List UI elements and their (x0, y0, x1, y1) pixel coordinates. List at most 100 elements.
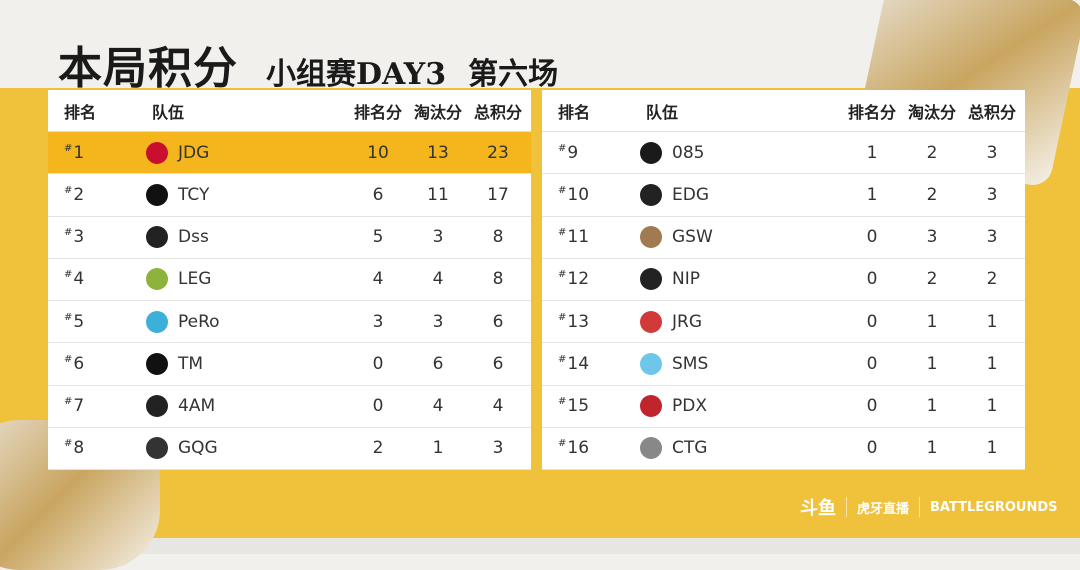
kill-points: 3 (432, 227, 444, 248)
placement-points: 0 (866, 353, 878, 374)
table-row: #3 Dss 5 3 8 (48, 217, 531, 259)
total-points: 4 (492, 396, 504, 417)
team-logo-icon (142, 351, 172, 377)
placement-points: 0 (866, 396, 878, 417)
header-team: 队伍 (152, 102, 185, 122)
team-name: 4AM (178, 396, 216, 417)
total-points: 8 (492, 227, 504, 248)
sponsor-logos: 斗鱼 虎牙直播 BATTLEGROUNDS (800, 494, 1058, 520)
team-name: PeRo (178, 311, 220, 332)
table-row: #10 EDG 1 2 3 (542, 174, 1025, 217)
team-logo-icon (636, 140, 666, 166)
douyu-logo: 斗鱼 (800, 498, 836, 519)
rank-value: 10 (567, 184, 590, 205)
table-row: #9 085 1 2 3 (542, 132, 1025, 175)
kill-points: 3 (926, 227, 938, 248)
header-placement: 排名分 (847, 102, 896, 122)
team-name: PDX (672, 396, 707, 417)
placement-points: 0 (866, 438, 878, 459)
total-points: 3 (986, 227, 998, 248)
team-name: SMS (672, 353, 709, 374)
background-strip (0, 538, 1080, 554)
standings-left: 排名 队伍 排名分 淘汰分 总积分 #1 JDG 10 13 23 #2 TCY… (48, 90, 531, 470)
table-row: #2 TCY 6 11 17 (48, 174, 531, 217)
placement-points: 0 (372, 396, 384, 417)
kill-points: 4 (432, 396, 444, 417)
placement-points: 5 (372, 227, 384, 248)
rank: #2 (64, 184, 85, 205)
rank: #1 (64, 142, 85, 163)
team-logo-icon (636, 309, 666, 335)
placement-points: 3 (372, 311, 384, 332)
table-row: #12 NIP 0 2 2 (542, 259, 1025, 301)
team-logo-icon (636, 351, 666, 377)
divider (846, 497, 847, 517)
total-points: 6 (492, 311, 504, 332)
total-points: 1 (986, 396, 998, 417)
rank-value: 14 (567, 353, 590, 374)
rank: #15 (558, 396, 590, 417)
total-points: 6 (492, 353, 504, 374)
placement-points: 6 (372, 184, 384, 205)
table-row: #15 PDX 0 1 1 (542, 386, 1025, 428)
team-name: NIP (672, 269, 700, 290)
header-kills: 淘汰分 (413, 102, 462, 122)
placement-points: 0 (866, 269, 878, 290)
total-points: 2 (986, 269, 998, 290)
rank-value: 9 (567, 142, 579, 163)
team-name: TCY (178, 184, 210, 205)
rank: #3 (64, 227, 85, 248)
team-logo-icon (636, 266, 666, 292)
rank-value: 2 (73, 184, 85, 205)
placement-points: 2 (372, 438, 384, 459)
rank-value: 4 (73, 269, 85, 290)
team-logo-icon (142, 393, 172, 419)
kill-points: 1 (926, 353, 938, 374)
rank-value: 8 (73, 438, 85, 459)
kill-points: 6 (432, 353, 444, 374)
team-logo-icon (142, 266, 172, 292)
team-logo-icon (636, 224, 666, 250)
rank-value: 12 (567, 269, 590, 290)
kill-points: 1 (926, 438, 938, 459)
table-row: #5 PeRo 3 3 6 (48, 301, 531, 344)
total-points: 8 (492, 269, 504, 290)
team-name: GSW (672, 227, 713, 248)
rank: #6 (64, 353, 85, 374)
placement-points: 1 (866, 184, 878, 205)
header-placement: 排名分 (353, 102, 402, 122)
team-logo-icon (142, 182, 172, 208)
placement-points: 0 (866, 227, 878, 248)
rank-value: 16 (567, 438, 590, 459)
header-kills: 淘汰分 (907, 102, 956, 122)
placement-points: 10 (367, 142, 389, 163)
placement-points: 1 (866, 142, 878, 163)
huya-logo: 虎牙直播 (857, 501, 910, 517)
total-points: 23 (487, 142, 509, 163)
table-row: #8 GQG 2 1 3 (48, 428, 531, 470)
team-name: Dss (178, 227, 209, 248)
team-logo-icon (142, 309, 172, 335)
divider (919, 497, 921, 517)
title-main: 本局积分 (58, 43, 238, 94)
rank: #8 (64, 438, 85, 459)
table-header: 排名 队伍 排名分 淘汰分 总积分 (542, 90, 1025, 132)
title-stage: 小组赛DAY3 (266, 57, 447, 92)
rank: #16 (558, 438, 590, 459)
team-logo-icon (142, 224, 172, 250)
team-name: LEG (178, 269, 212, 290)
header-total: 总积分 (473, 102, 522, 122)
team-name: EDG (672, 184, 710, 205)
placement-points: 0 (372, 353, 384, 374)
kill-points: 3 (432, 311, 444, 332)
table-row: #6 TM 0 6 6 (48, 343, 531, 386)
rank-value: 5 (73, 311, 85, 332)
rank-value: 13 (567, 311, 590, 332)
table-row: #13 JRG 0 1 1 (542, 301, 1025, 344)
pubg-logo: BATTLEGROUNDS (930, 499, 1058, 515)
kill-points: 11 (427, 184, 449, 205)
rank: #11 (558, 227, 590, 248)
page-title: 本局积分 小组赛DAY3 第六场 (58, 32, 558, 96)
kill-points: 13 (427, 142, 449, 163)
rank-value: 6 (73, 353, 85, 374)
